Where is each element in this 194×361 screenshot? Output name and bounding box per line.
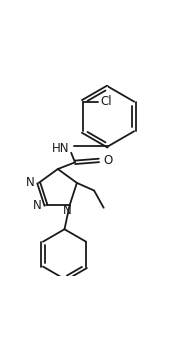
Text: Cl: Cl: [100, 95, 112, 108]
Text: HN: HN: [52, 143, 69, 156]
Text: N: N: [33, 199, 42, 212]
Text: N: N: [26, 177, 35, 190]
Text: O: O: [104, 154, 113, 167]
Text: N: N: [63, 204, 72, 217]
